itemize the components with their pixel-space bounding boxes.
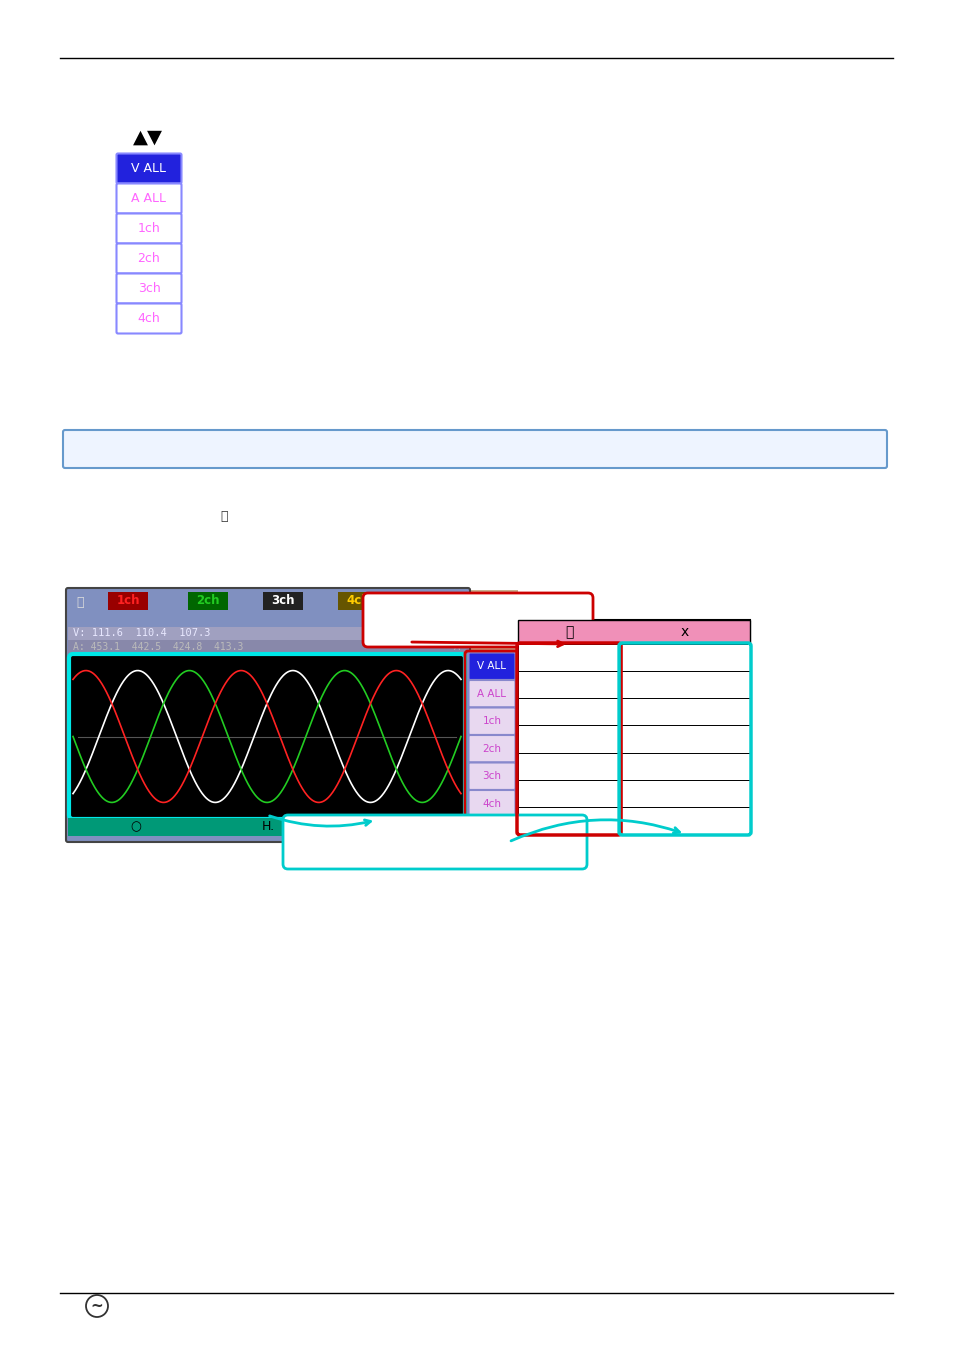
FancyBboxPatch shape — [116, 213, 181, 244]
Bar — [68, 590, 468, 613]
Text: A ALL: A ALL — [132, 191, 167, 205]
Bar — [517, 620, 749, 834]
Text: 1ch: 1ch — [137, 222, 160, 235]
Bar — [68, 627, 468, 640]
FancyBboxPatch shape — [468, 708, 515, 735]
Text: 10:13:08: 10:13:08 — [421, 605, 453, 611]
Bar — [68, 590, 517, 840]
FancyBboxPatch shape — [116, 244, 181, 274]
Text: 🔬: 🔬 — [436, 597, 442, 607]
Text: 3ch: 3ch — [271, 594, 294, 608]
FancyBboxPatch shape — [116, 274, 181, 303]
FancyBboxPatch shape — [116, 183, 181, 213]
Bar — [517, 779, 749, 807]
FancyBboxPatch shape — [363, 593, 593, 647]
Text: 1ch: 1ch — [482, 716, 501, 727]
Text: V ALL: V ALL — [132, 162, 167, 175]
Bar — [337, 592, 377, 611]
Bar — [188, 592, 228, 611]
Bar — [517, 620, 749, 644]
Text: 2ch: 2ch — [137, 252, 160, 266]
Text: 2ch: 2ch — [196, 594, 219, 608]
Text: V: 111.6  110.4  107.3: V: 111.6 110.4 107.3 — [73, 628, 211, 639]
FancyBboxPatch shape — [468, 652, 515, 679]
Text: 4ch: 4ch — [137, 311, 160, 325]
Text: 2ch: 2ch — [482, 744, 501, 754]
Bar — [517, 644, 749, 671]
Text: 〜: 〜 — [76, 596, 84, 608]
Text: V ALL: V ALL — [477, 662, 506, 671]
FancyBboxPatch shape — [468, 763, 515, 790]
FancyBboxPatch shape — [468, 679, 515, 708]
Text: x: x — [680, 625, 688, 639]
Text: ⑬: ⑬ — [564, 625, 573, 639]
Text: 4ch: 4ch — [482, 799, 501, 809]
FancyBboxPatch shape — [66, 588, 470, 842]
Text: ~: ~ — [91, 1298, 103, 1313]
FancyBboxPatch shape — [63, 430, 886, 468]
Text: 10/04/2006: 10/04/2006 — [412, 594, 453, 601]
Text: >: > — [375, 821, 385, 833]
FancyBboxPatch shape — [283, 816, 586, 869]
FancyBboxPatch shape — [116, 154, 181, 183]
FancyBboxPatch shape — [468, 790, 515, 817]
Bar — [68, 818, 468, 836]
Text: A: 453.1  442.5  424.8  413.3: A: 453.1 442.5 424.8 413.3 — [73, 642, 243, 652]
Text: 3ch: 3ch — [482, 771, 501, 782]
Bar — [108, 592, 148, 611]
Text: V: V — [453, 628, 459, 639]
Text: H.: H. — [261, 821, 274, 833]
Text: A ALL: A ALL — [477, 689, 506, 698]
Bar — [517, 725, 749, 752]
Text: 4ch: 4ch — [346, 594, 370, 608]
FancyBboxPatch shape — [468, 735, 515, 763]
Text: A: A — [454, 643, 459, 651]
Text: ▲▼: ▲▼ — [132, 128, 163, 147]
FancyBboxPatch shape — [116, 303, 181, 333]
Text: ⑬: ⑬ — [220, 510, 228, 523]
Bar — [517, 752, 749, 779]
FancyBboxPatch shape — [69, 654, 464, 820]
Bar — [517, 807, 749, 834]
Bar — [517, 698, 749, 725]
Bar — [517, 671, 749, 698]
Bar — [263, 592, 303, 611]
Text: 1ch: 1ch — [116, 594, 139, 608]
Text: ○: ○ — [131, 821, 141, 833]
Bar — [68, 640, 468, 654]
Text: 3ch: 3ch — [137, 282, 160, 295]
